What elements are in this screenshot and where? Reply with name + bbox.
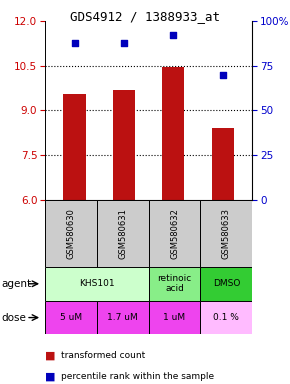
Bar — [212, 128, 234, 200]
Bar — [148, 267, 200, 301]
Text: GSM580632: GSM580632 — [170, 208, 179, 259]
Bar — [200, 200, 252, 267]
Bar — [200, 301, 252, 334]
Text: percentile rank within the sample: percentile rank within the sample — [61, 372, 214, 381]
Text: GSM580630: GSM580630 — [66, 208, 75, 259]
Text: ■: ■ — [45, 372, 55, 382]
Text: 1.7 uM: 1.7 uM — [107, 313, 138, 322]
Text: GDS4912 / 1388933_at: GDS4912 / 1388933_at — [70, 10, 220, 23]
Bar — [148, 200, 200, 267]
Bar — [45, 200, 97, 267]
Bar — [64, 94, 86, 200]
Bar — [200, 267, 252, 301]
Bar — [97, 200, 148, 267]
Text: GSM580631: GSM580631 — [118, 208, 127, 259]
Text: GSM580633: GSM580633 — [222, 208, 231, 259]
Bar — [97, 301, 148, 334]
Text: dose: dose — [1, 313, 26, 323]
Point — [220, 72, 225, 78]
Text: ■: ■ — [45, 351, 55, 361]
Bar — [148, 301, 200, 334]
Point — [122, 40, 126, 46]
Bar — [45, 267, 148, 301]
Text: 5 uM: 5 uM — [60, 313, 82, 322]
Text: transformed count: transformed count — [61, 351, 145, 360]
Text: DMSO: DMSO — [213, 279, 240, 288]
Text: 0.1 %: 0.1 % — [213, 313, 239, 322]
Text: retinoic
acid: retinoic acid — [157, 275, 192, 293]
Text: agent: agent — [1, 279, 32, 289]
Text: KHS101: KHS101 — [79, 279, 115, 288]
Bar — [113, 89, 135, 200]
Bar — [45, 301, 97, 334]
Point — [72, 40, 77, 46]
Text: 1 uM: 1 uM — [164, 313, 186, 322]
Bar — [162, 67, 184, 200]
Point — [171, 32, 176, 38]
